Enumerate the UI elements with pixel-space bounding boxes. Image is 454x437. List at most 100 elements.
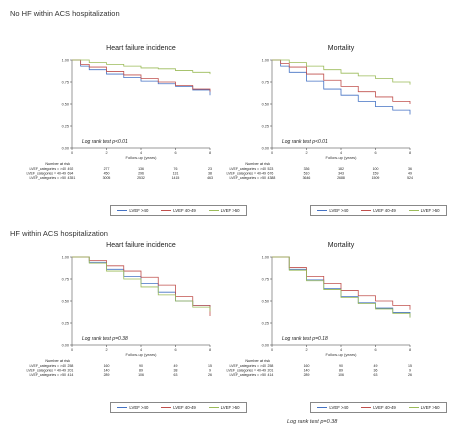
legend-label: LVEF >40 (129, 208, 149, 213)
risk-row-label: LVEF_categories = >50 (29, 373, 66, 377)
footer-log-rank-note: Log rank test p=0.38 (287, 419, 338, 425)
legend-item: LVEF >40 (117, 405, 148, 410)
risk-row-label: LVEF_categories = >50 (229, 176, 266, 180)
x-axis-label: Follow-up (years) (326, 352, 358, 357)
risk-value: 694 (68, 172, 74, 176)
risk-value: 9 (409, 369, 411, 373)
risk-value: 140 (304, 369, 310, 373)
risk-value: 289 (304, 373, 310, 377)
x-tick-label: 0 (271, 151, 273, 155)
risk-row-label: LVEF_categories = 40-49 (26, 369, 66, 373)
x-axis-label: Follow-up (years) (126, 352, 158, 357)
risk-row-label: LVEF_categories = >40 (29, 364, 66, 368)
risk-value: 89 (339, 369, 343, 373)
legend-label: LVEF 40-49 (173, 208, 196, 213)
legend-label: LVEF >50 (420, 405, 440, 410)
risk-value: 49 (374, 364, 378, 368)
risk-value: 296 (138, 172, 144, 176)
legend-item: LVEF 40-49 (161, 405, 196, 410)
x-tick-label: 8 (409, 348, 411, 352)
legend-swatch (161, 407, 172, 408)
chart-title: Heart failure incidence (106, 45, 176, 52)
risk-value: 4388 (268, 176, 276, 180)
risk-value: 3005 (103, 176, 111, 180)
risk-value: 524 (407, 176, 413, 180)
legend-item: LVEF 40-49 (161, 208, 196, 213)
legend-label: LVEF >50 (220, 208, 240, 213)
legend-item: LVEF >40 (117, 208, 148, 213)
risk-value: 4351 (68, 176, 76, 180)
legend-swatch (161, 210, 172, 211)
log-rank-annotation: Log rank test p=0.18 (282, 336, 328, 342)
km-plot-mortality-hf: Mortality 0.00 0.25 0.50 0.75 1.00 0 2 4 6 8 Follow… (226, 242, 412, 377)
y-tick-label: 0.75 (62, 277, 69, 281)
log-rank-annotation: Log rank test p=0.38 (82, 336, 128, 342)
legend-swatch (361, 210, 372, 211)
legend-swatch (208, 210, 219, 211)
legend: LVEF >40 LVEF 40-49 LVEF >50 (310, 402, 447, 413)
series-line (72, 256, 211, 312)
km-plot-hf-incidence-hf: Heart failure incidence 0.00 0.25 0.50 0.75 1… (26, 242, 212, 377)
risk-value: 201 (68, 369, 74, 373)
x-axis-label: Follow-up (years) (326, 155, 358, 160)
legend-label: LVEF >50 (420, 208, 440, 213)
section-title-no-hf: No HF within ACS hospitalization (10, 9, 120, 18)
legend-label: LVEF 40-49 (373, 405, 396, 410)
x-tick-label: 0 (71, 348, 73, 352)
chart-panel: Heart failure incidence 0.00 0.25 0.50 0.75 1… (26, 233, 247, 413)
x-tick-label: 2 (305, 151, 307, 155)
km-plot-mortality-no-hf: Mortality 0.00 0.25 0.50 0.75 1.00 0 2 4 6 8 Follow… (226, 45, 413, 180)
risk-value: 258 (68, 364, 74, 368)
risk-value: 2532 (137, 176, 145, 180)
chart-panel: Heart failure incidence 0.00 0.25 0.50 0.75 1… (26, 36, 247, 216)
risk-value: 289 (104, 373, 110, 377)
section-title-hf: HF within ACS hospitalization (10, 229, 108, 238)
chart-title: Mortality (328, 45, 355, 52)
risk-value: 277 (104, 167, 110, 171)
x-tick-label: 4 (340, 151, 342, 155)
y-tick-label: 1.00 (62, 255, 69, 259)
legend-swatch (117, 407, 128, 408)
risk-row-label: LVEF_categories = >50 (229, 373, 266, 377)
y-tick-label: 0.25 (62, 124, 69, 128)
y-tick-label: 0.50 (262, 299, 269, 303)
risk-value: 76 (174, 167, 178, 171)
risk-value: 3646 (303, 176, 311, 180)
series-line (72, 59, 211, 75)
risk-value: 49 (174, 364, 178, 368)
risk-row-label: LVEF_categories = >40 (29, 167, 66, 171)
series-line (272, 59, 411, 85)
risk-value: 15 (408, 364, 412, 368)
risk-value: 90 (139, 364, 143, 368)
legend-label: LVEF 40-49 (373, 208, 396, 213)
risk-table-title: Number at risk (45, 162, 70, 166)
risk-value: 63 (374, 373, 378, 377)
y-tick-label: 0.25 (262, 124, 269, 128)
y-tick-label: 0.75 (62, 80, 69, 84)
legend-item: LVEF >40 (317, 208, 348, 213)
series-line (272, 256, 411, 318)
risk-value: 23 (208, 167, 212, 171)
km-plot-hf-incidence-no-hf: Heart failure incidence 0.00 0.25 0.50 0.75 1… (26, 45, 213, 180)
risk-value: 38 (174, 369, 178, 373)
risk-value: 38 (208, 172, 212, 176)
legend: LVEF >40 LVEF 40-49 LVEF >50 (310, 205, 447, 216)
risk-value: 182 (338, 167, 344, 171)
risk-value: 36 (374, 369, 378, 373)
risk-row-label: LVEF_categories = >50 (29, 176, 66, 180)
risk-table-title: Number at risk (245, 359, 270, 363)
legend-item: LVEF 40-49 (361, 405, 396, 410)
chart-panel: Mortality 0.00 0.25 0.50 0.75 1.00 0 2 4 6 8 Follow… (226, 233, 447, 413)
x-axis-label: Follow-up (years) (126, 155, 158, 160)
risk-value: 36 (408, 167, 412, 171)
legend-item: LVEF >40 (317, 405, 348, 410)
y-tick-label: 0.00 (262, 343, 269, 347)
risk-table-title: Number at risk (245, 162, 270, 166)
y-tick-label: 0.75 (262, 80, 269, 84)
legend-item: LVEF >50 (208, 208, 240, 213)
risk-value: 450 (104, 172, 110, 176)
legend-label: LVEF >40 (329, 405, 349, 410)
series-line (272, 256, 411, 310)
risk-value: 9 (209, 369, 211, 373)
risk-value: 510 (304, 172, 310, 176)
